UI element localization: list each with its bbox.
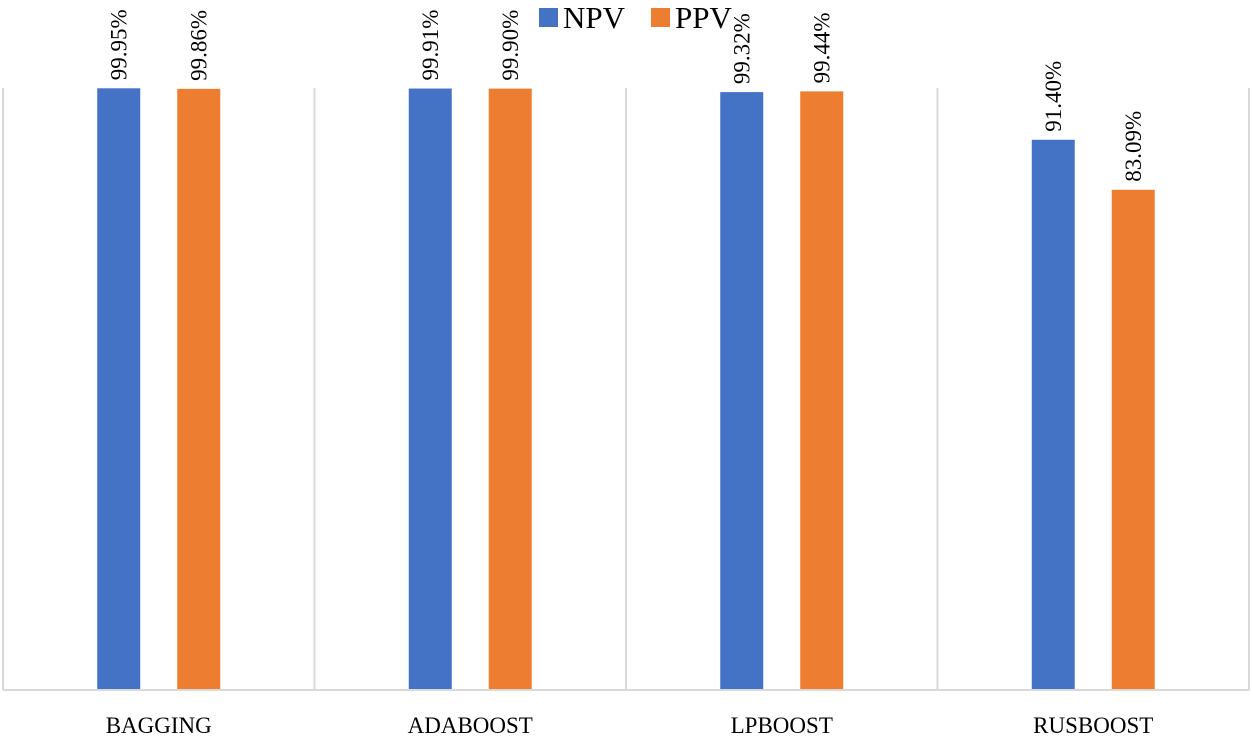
data-label-npv-lpboost: 99.32% [730, 13, 755, 84]
legend-swatch-ppv [651, 8, 670, 27]
category-label-adaboost: ADABOOST [408, 713, 533, 738]
data-label-ppv-adaboost: 99.90% [498, 10, 523, 81]
legend-label-npv: NPV [563, 0, 626, 35]
bar-npv-rusboost [1031, 139, 1075, 691]
category-separators [2, 88, 1250, 690]
data-label-ppv-rusboost: 83.09% [1121, 111, 1146, 182]
data-label-ppv-lpboost: 99.44% [810, 12, 835, 83]
category-label-lpboost: LPBOOST [731, 713, 833, 738]
bar-ppv-rusboost [1111, 189, 1155, 690]
bar-ppv-adaboost [488, 88, 532, 691]
legend-swatch-npv [539, 8, 558, 27]
category-labels: BAGGING ADABOOST LPBOOST RUSBOOST [106, 713, 1154, 738]
data-labels: 99.95% 99.86% 99.91% 99.90% 99.32% 99.44% 91.4… [107, 9, 1147, 181]
legend: NPV PPV [539, 0, 732, 35]
data-label-ppv-bagging: 99.86% [187, 10, 212, 81]
data-label-npv-adaboost: 99.91% [418, 10, 443, 81]
bar-ppv-bagging [177, 88, 221, 691]
bar-npv-adaboost [408, 88, 452, 690]
category-label-bagging: BAGGING [106, 713, 212, 738]
bar-ppv-lpboost [800, 91, 844, 690]
bar-npv-bagging [97, 88, 141, 690]
data-label-npv-rusboost: 91.40% [1041, 61, 1066, 132]
bar-npv-lpboost [720, 92, 764, 690]
category-label-rusboost: RUSBOOST [1033, 713, 1153, 738]
legend-label-ppv: PPV [675, 0, 732, 35]
data-label-npv-bagging: 99.95% [107, 9, 132, 80]
bars [97, 88, 1155, 691]
